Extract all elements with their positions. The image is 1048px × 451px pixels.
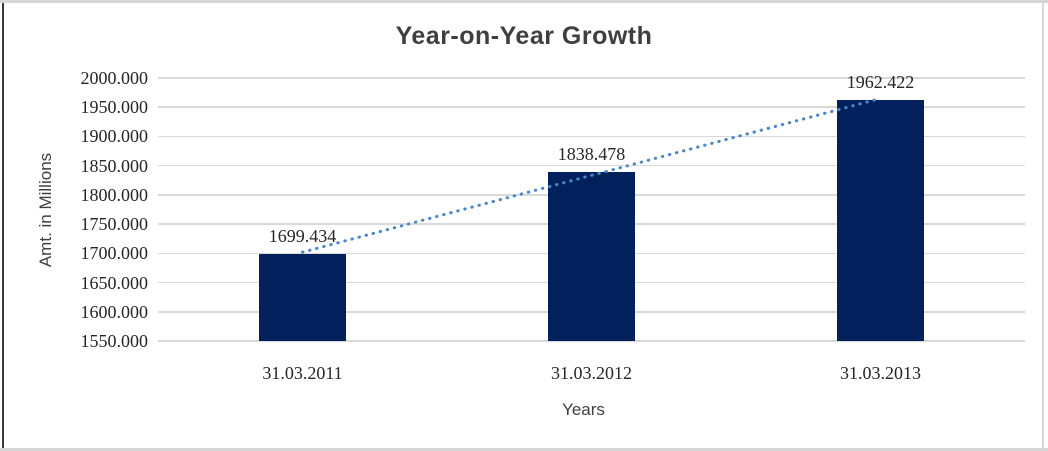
y-tick-label: 1550.000 [80, 331, 149, 351]
frame-border-right [1042, 3, 1044, 448]
y-tick-label: 1650.000 [80, 272, 149, 293]
y-tick-label: 1800.000 [80, 184, 149, 205]
bar-value-label: 1962.422 [846, 71, 915, 92]
frame-border-left [2, 3, 4, 448]
y-tick-label: 1950.000 [80, 97, 149, 118]
frame-border-bottom [0, 448, 1048, 451]
y-tick-label: 1850.000 [80, 155, 149, 176]
bar-value-label: 1699.434 [268, 225, 337, 246]
chart-title: Year-on-Year Growth [395, 22, 653, 50]
x-tick-label: 31.03.2011 [262, 363, 343, 383]
gridline [158, 340, 1025, 342]
bar [548, 172, 635, 341]
bar-value-label: 1838.478 [557, 144, 626, 165]
y-tick-label: 1700.000 [80, 243, 149, 264]
x-tick-label: 31.03.2012 [551, 363, 632, 383]
x-axis-title: Years [562, 400, 605, 419]
gridline [158, 77, 1025, 79]
y-tick-label: 1900.000 [80, 126, 149, 147]
x-tick-label: 31.03.2013 [840, 363, 921, 383]
y-tick-label: 1600.000 [80, 301, 149, 322]
bar [837, 99, 924, 341]
y-tick-label: 2000.000 [80, 68, 149, 88]
frame-border-top [0, 0, 1048, 3]
bar [259, 253, 346, 341]
y-tick-label: 1750.000 [80, 214, 149, 235]
